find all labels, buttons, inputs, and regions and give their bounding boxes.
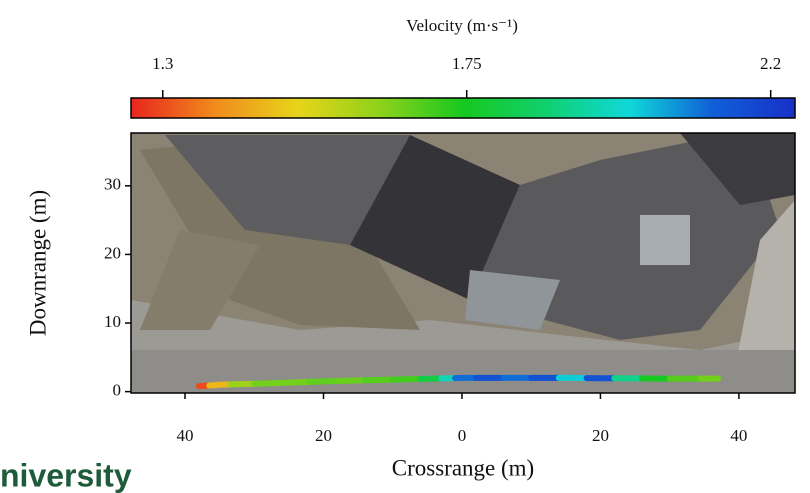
trajectory-point — [334, 377, 369, 384]
axes-frame — [130, 132, 796, 394]
x-tick-label: 40 — [730, 426, 747, 445]
colorbar-tick-label: 2.2 — [760, 54, 781, 73]
colorbar — [130, 97, 796, 119]
x-tick-label: 20 — [592, 426, 609, 445]
x-tick-label: 40 — [177, 426, 194, 445]
x-axis-label: Crossrange (m) — [392, 455, 534, 480]
trajectory-point — [206, 381, 234, 389]
y-tick-label: 20 — [104, 243, 121, 262]
trajectory-point — [278, 378, 313, 386]
y-tick-label: 10 — [104, 312, 121, 331]
x-tick-label: 20 — [315, 426, 332, 445]
trajectory-point — [251, 379, 285, 387]
colorbar-tick-label: 1.3 — [152, 54, 173, 73]
logo-text: niversity — [0, 457, 132, 493]
y-tick-label: 30 — [104, 175, 121, 194]
y-tick-label: 0 — [113, 381, 122, 400]
trajectory-point — [306, 377, 341, 385]
trajectory-point — [389, 375, 424, 383]
trajectory-point — [227, 380, 258, 388]
trajectory-point — [362, 376, 396, 384]
colorbar-tick-label: 1.75 — [452, 54, 482, 73]
aerial-image — [131, 133, 795, 393]
colorbar-label: Velocity (m·s⁻¹) — [406, 16, 518, 35]
x-tick-label: 0 — [458, 426, 467, 445]
y-axis-label: Downrange (m) — [25, 190, 50, 336]
trajectory-point — [417, 375, 445, 382]
